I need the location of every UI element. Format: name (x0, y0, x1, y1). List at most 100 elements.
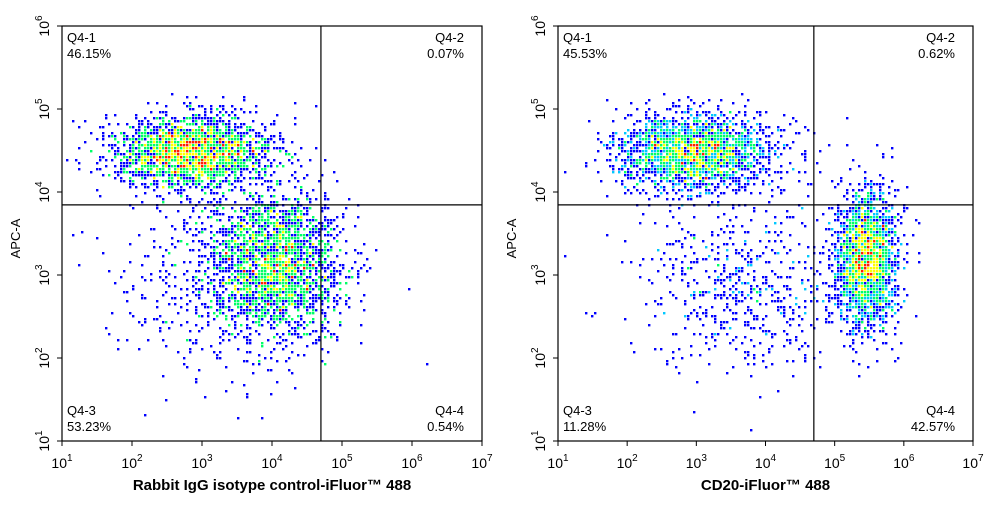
density-dot (771, 195, 773, 197)
density-dot (216, 129, 218, 131)
density-dot (657, 195, 659, 197)
density-dot (267, 141, 269, 143)
density-dot (699, 159, 701, 161)
density-dot (744, 321, 746, 323)
density-dot (243, 132, 245, 134)
density-dot (252, 195, 254, 197)
density-dot (702, 177, 704, 179)
density-dot (297, 201, 299, 203)
density-dot (711, 201, 713, 203)
density-dot (84, 120, 86, 122)
density-dot (297, 303, 299, 305)
density-dot (216, 207, 218, 209)
density-dot (333, 171, 335, 173)
density-dot (852, 261, 854, 263)
density-dot (327, 330, 329, 332)
density-dot (123, 135, 125, 137)
density-dot (261, 264, 263, 266)
x-tick-base: 10 (191, 455, 207, 471)
density-dot (894, 231, 896, 233)
density-dot (651, 153, 653, 155)
density-dot (138, 144, 140, 146)
density-dot (861, 243, 863, 245)
density-dot (636, 162, 638, 164)
density-dot (843, 318, 845, 320)
density-dot (312, 189, 314, 191)
density-dot (303, 213, 305, 215)
density-dot (219, 144, 221, 146)
density-dot (855, 228, 857, 230)
density-dot (636, 165, 638, 167)
density-dot (225, 165, 227, 167)
density-dot (834, 285, 836, 287)
density-dot (273, 255, 275, 257)
density-dot (183, 363, 185, 365)
density-dot (261, 246, 263, 248)
density-dot (213, 186, 215, 188)
density-dot (714, 174, 716, 176)
density-dot (243, 252, 245, 254)
density-dot (849, 246, 851, 248)
density-dot (309, 288, 311, 290)
density-dot (126, 159, 128, 161)
density-dot (840, 210, 842, 212)
density-dot (201, 228, 203, 230)
density-dot (222, 96, 224, 98)
y-tick-label: 105 (34, 98, 52, 120)
density-dot (855, 306, 857, 308)
density-dot (846, 288, 848, 290)
density-dot (168, 138, 170, 140)
density-dot (222, 297, 224, 299)
density-dot (363, 294, 365, 296)
density-dot (651, 162, 653, 164)
density-dot (891, 216, 893, 218)
x-axis-title: Rabbit IgG isotype control-iFluor™ 488 (133, 477, 411, 494)
density-dot (129, 165, 131, 167)
density-dot (705, 291, 707, 293)
density-dot (156, 306, 158, 308)
density-dot (765, 171, 767, 173)
density-dot (249, 279, 251, 281)
density-dot (297, 261, 299, 263)
density-dot (231, 150, 233, 152)
density-dot (159, 150, 161, 152)
density-dot (252, 264, 254, 266)
density-dot (774, 300, 776, 302)
density-dot (714, 321, 716, 323)
density-dot (276, 282, 278, 284)
density-dot (312, 318, 314, 320)
density-dot (141, 159, 143, 161)
density-dot (348, 270, 350, 272)
density-dot (654, 300, 656, 302)
density-dot (855, 243, 857, 245)
density-dot (600, 180, 602, 182)
density-dot (246, 165, 248, 167)
density-dot (888, 210, 890, 212)
density-dot (723, 264, 725, 266)
density-dot (681, 129, 683, 131)
density-dot (249, 225, 251, 227)
density-dot (684, 186, 686, 188)
density-dot (867, 291, 869, 293)
density-dot (117, 141, 119, 143)
density-dot (744, 123, 746, 125)
density-dot (327, 351, 329, 353)
density-dot (831, 270, 833, 272)
density-dot (699, 141, 701, 143)
density-dot (759, 153, 761, 155)
density-dot (852, 159, 854, 161)
density-dot (315, 267, 317, 269)
density-dot (882, 342, 884, 344)
density-dot (738, 162, 740, 164)
density-dot (630, 114, 632, 116)
density-dot (735, 123, 737, 125)
x-tick-exponent: 4 (277, 453, 283, 464)
density-dot (759, 138, 761, 140)
density-dot (864, 291, 866, 293)
density-dot (243, 135, 245, 137)
density-dot (681, 228, 683, 230)
density-dot (885, 273, 887, 275)
density-dot (675, 120, 677, 122)
density-dot (699, 129, 701, 131)
density-dot (879, 225, 881, 227)
